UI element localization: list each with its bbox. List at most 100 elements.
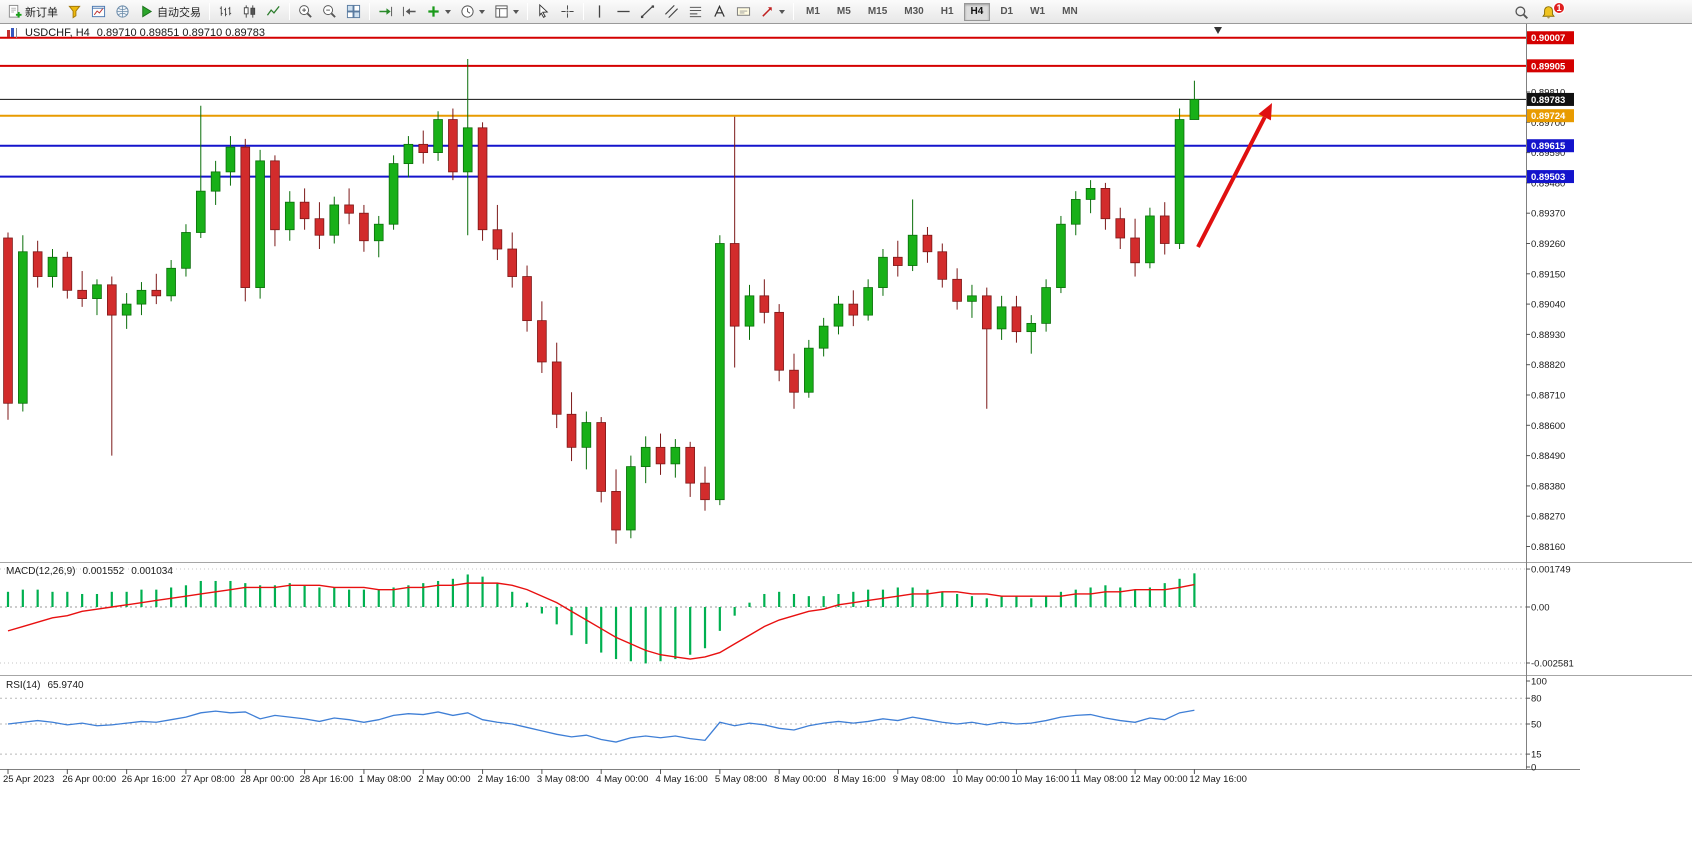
text-button[interactable] — [708, 2, 731, 22]
alerts-button[interactable]: 1 — [1537, 2, 1565, 22]
price-axis-label: 0.89370 — [1531, 209, 1565, 220]
fibonacci-button[interactable] — [684, 2, 707, 22]
price-tag-0.89615[interactable] — [1527, 139, 1574, 153]
zoom-in-button[interactable] — [294, 2, 317, 22]
tline-icon — [640, 4, 655, 19]
price-axis-label: 0.89700 — [1531, 118, 1565, 129]
price-tag-0.89905[interactable] — [1527, 59, 1574, 73]
autotrading-button-label: 自动交易 — [157, 6, 201, 19]
refresh-button[interactable] — [111, 2, 134, 22]
candle-body — [907, 234, 918, 266]
cursor-button[interactable] — [532, 2, 555, 22]
new-chart-button[interactable] — [87, 2, 110, 22]
macd-main-value: 0.001552 — [82, 566, 125, 577]
equidistant-channel-button[interactable] — [660, 2, 683, 22]
trend-arrow-head-icon — [1258, 103, 1272, 121]
vline-icon — [592, 4, 607, 19]
toolbar-separator — [209, 3, 210, 20]
tf-h4[interactable]: H4 — [963, 2, 991, 21]
tf-d1[interactable]: D1 — [993, 3, 1020, 21]
candle-body — [284, 201, 295, 231]
search-button[interactable] — [1510, 2, 1533, 22]
candle-body — [77, 289, 87, 299]
periods-button[interactable] — [456, 2, 489, 22]
time-axis-label: 25 Apr 2023 — [3, 774, 54, 785]
channel-icon — [664, 4, 679, 19]
auto-scroll-button[interactable] — [374, 2, 397, 22]
line-chart-button[interactable] — [262, 2, 285, 22]
arrows-button[interactable] — [756, 2, 789, 22]
price-tag-0.89503[interactable] — [1527, 170, 1574, 184]
candle-body — [166, 267, 176, 297]
price-tag-0.90007[interactable] — [1527, 31, 1574, 45]
candle-body — [1041, 287, 1051, 324]
macd-axis-label: 0.001749 — [1531, 565, 1571, 576]
chart-profile-button[interactable] — [63, 2, 86, 22]
candle-body — [996, 306, 1007, 330]
text-label-button[interactable] — [732, 2, 755, 22]
chart-shift-button[interactable] — [398, 2, 421, 22]
cursor-icon — [536, 4, 551, 19]
candle-body — [92, 284, 102, 299]
horizontal-line-button[interactable] — [612, 2, 635, 22]
candle-body — [863, 287, 873, 316]
candle-body — [537, 320, 547, 363]
candle-body — [952, 278, 962, 302]
candle-body — [18, 251, 28, 404]
time-axis-label: 4 May 16:00 — [656, 774, 708, 785]
candle-body — [1174, 119, 1185, 244]
tile-windows-button[interactable] — [342, 2, 365, 22]
price-tag-0.89724[interactable] — [1527, 109, 1574, 123]
candle-body — [270, 160, 280, 231]
candle-body — [107, 284, 117, 316]
rsi-axis-label: 100 — [1531, 677, 1547, 688]
new-order-button[interactable]: 新订单 — [3, 2, 62, 22]
candle-body — [551, 361, 562, 415]
indicators-button[interactable] — [422, 2, 455, 22]
candle-body — [418, 143, 429, 154]
bar-chart-button[interactable] — [214, 2, 237, 22]
candle-body — [818, 325, 829, 349]
tile-icon — [346, 4, 361, 19]
price-tag-label: 0.89724 — [1531, 111, 1566, 122]
zoom-out-button[interactable] — [318, 2, 341, 22]
candle-body — [359, 212, 369, 242]
candle-body — [581, 422, 592, 448]
candle-body — [804, 347, 814, 393]
tf-m30[interactable]: M30 — [897, 3, 930, 21]
trend-arrow-line[interactable] — [1196, 116, 1267, 248]
clock-icon — [460, 4, 475, 19]
candle-body — [225, 146, 236, 173]
toolbar-separator — [527, 3, 528, 20]
tf-w1[interactable]: W1 — [1023, 3, 1052, 21]
template-icon — [494, 4, 509, 19]
templates-button[interactable] — [490, 2, 523, 22]
vertical-line-button[interactable] — [588, 2, 611, 22]
tf-mn[interactable]: MN — [1055, 3, 1085, 21]
dropdown-caret-icon — [513, 9, 519, 14]
time-axis-label: 1 May 08:00 — [359, 774, 411, 785]
trendline-button[interactable] — [636, 2, 659, 22]
rsi-line — [7, 709, 1195, 743]
candle-body — [329, 204, 340, 236]
toolbar-right-group: 1 — [1510, 0, 1565, 24]
price-tag-0.89783[interactable] — [1527, 92, 1574, 106]
symbol-timeframe-label: USDCHF, H4 — [25, 27, 90, 39]
pane-separator[interactable] — [0, 675, 1692, 676]
tf-h1[interactable]: H1 — [934, 3, 961, 21]
candle-body — [1026, 322, 1037, 333]
autotrading-button[interactable]: 自动交易 — [135, 2, 205, 22]
pane-separator[interactable] — [0, 562, 1692, 563]
globe-icon — [115, 4, 130, 19]
tf-m1[interactable]: M1 — [799, 3, 827, 21]
tf-m15[interactable]: M15 — [861, 3, 894, 21]
price-axis-label: 0.88820 — [1531, 360, 1565, 371]
funnel-gold-icon — [67, 4, 82, 19]
cursor-group — [532, 2, 579, 22]
macd-signal-value: 0.001034 — [131, 566, 173, 577]
tf-m5[interactable]: M5 — [830, 3, 858, 21]
candlestick-chart-button[interactable] — [238, 2, 261, 22]
crosshair-button[interactable] — [556, 2, 579, 22]
candle-body — [596, 422, 606, 492]
candle-body — [1115, 218, 1126, 239]
